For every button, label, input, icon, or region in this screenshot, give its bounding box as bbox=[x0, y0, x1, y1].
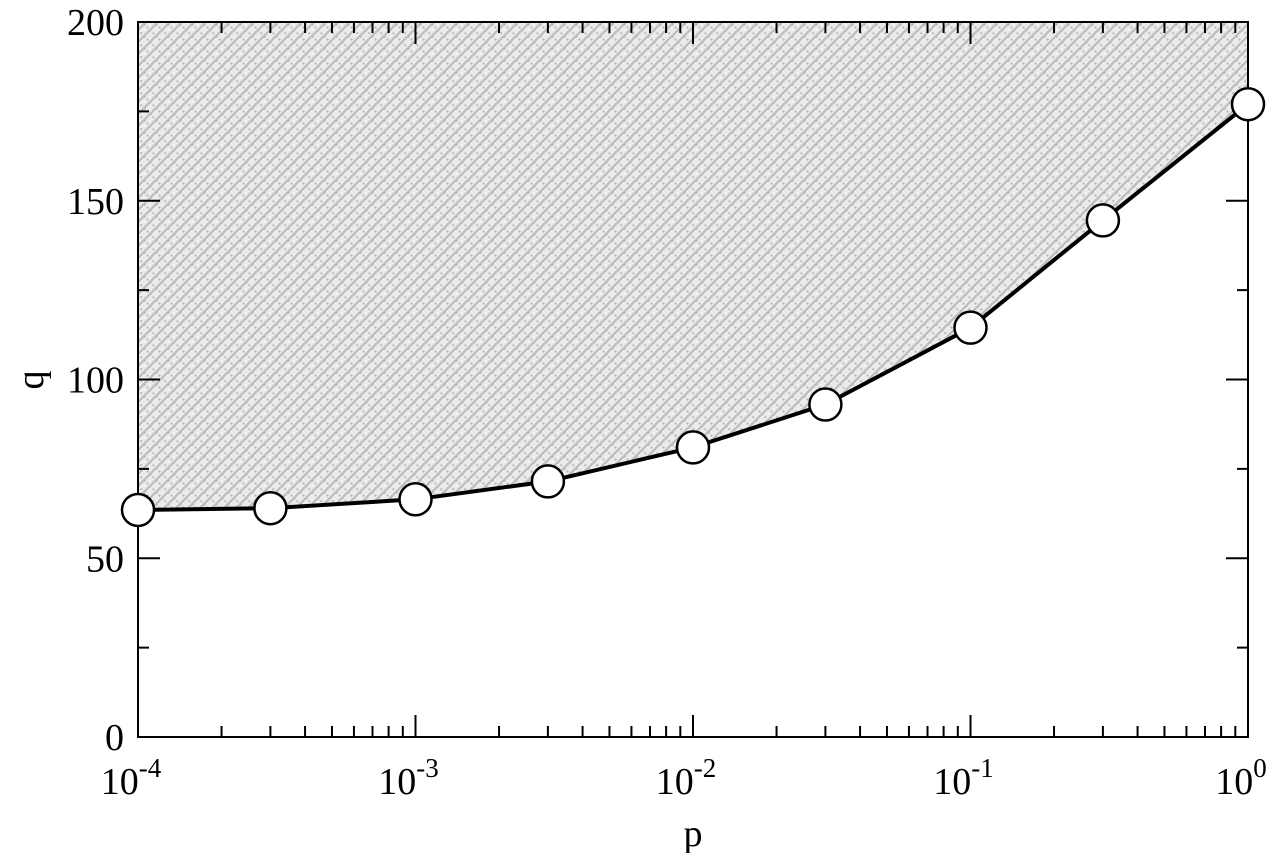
data-point-marker bbox=[675, 430, 711, 465]
x-axis-label: p bbox=[684, 813, 703, 853]
y-tick-label: 200 bbox=[67, 2, 124, 44]
x-tick-label: 10-3 bbox=[378, 753, 439, 803]
x-tick-label: 10-2 bbox=[656, 753, 717, 803]
y-tick-label: 0 bbox=[105, 717, 124, 759]
data-point-marker bbox=[1230, 86, 1266, 122]
data-point-marker bbox=[953, 310, 988, 345]
data-points bbox=[120, 86, 1266, 528]
data-point-marker bbox=[808, 387, 843, 422]
region-above-curve bbox=[138, 22, 1248, 510]
y-tick-label: 150 bbox=[67, 181, 124, 223]
y-axis-label: q bbox=[10, 371, 52, 390]
y-tick-labels: 0 50 100 150 200 bbox=[67, 2, 124, 759]
x-tick-label: 10-4 bbox=[101, 753, 162, 803]
data-point-marker bbox=[120, 492, 156, 528]
x-tick-label: 10-1 bbox=[933, 753, 994, 803]
data-point-marker bbox=[530, 464, 566, 499]
x-tick-labels: 10-4 10-3 10-2 10-1 100 bbox=[101, 753, 1267, 803]
data-point-marker bbox=[398, 482, 433, 517]
data-point-marker bbox=[1085, 203, 1121, 238]
y-tick-label: 100 bbox=[67, 360, 124, 402]
y-tick-label: 50 bbox=[86, 538, 124, 580]
data-point-marker bbox=[253, 490, 288, 526]
x-tick-label: 100 bbox=[1215, 753, 1267, 803]
feasible-region-fill bbox=[138, 22, 1248, 510]
tick-marks bbox=[137, 21, 1249, 738]
